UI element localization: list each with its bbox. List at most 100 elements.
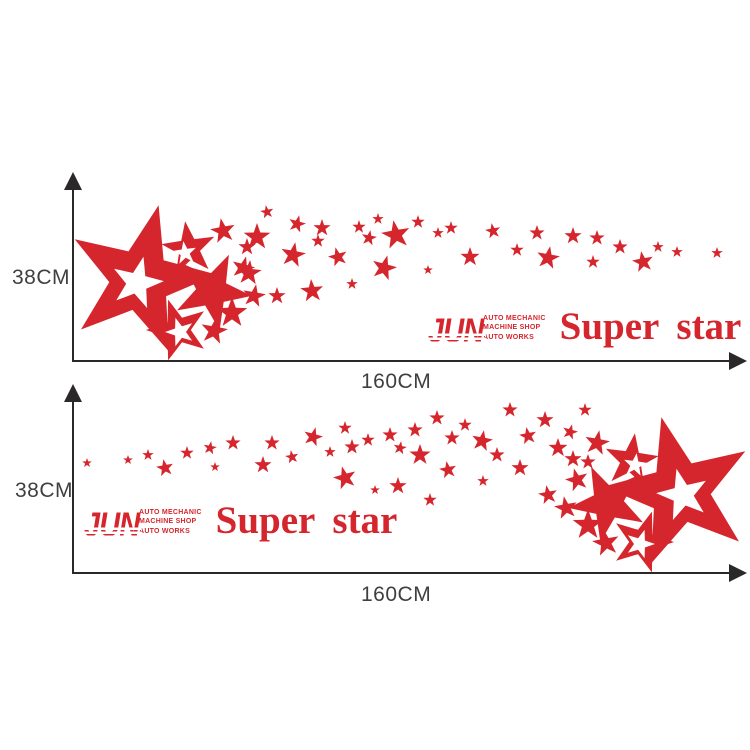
trail-star bbox=[423, 493, 437, 506]
trail-star bbox=[537, 246, 560, 269]
cluster-star bbox=[572, 509, 604, 538]
decal1-width-label: 160CM bbox=[361, 370, 432, 393]
trail-star bbox=[485, 223, 501, 239]
trail-star bbox=[225, 435, 241, 450]
trail-star bbox=[333, 466, 356, 490]
trail-star bbox=[361, 433, 375, 446]
cluster-star bbox=[238, 238, 256, 255]
decal2-logo: JUN AUTO MECHANIC MACHINE SHOP AUTO WORK… bbox=[80, 501, 397, 544]
trail-star bbox=[477, 475, 489, 486]
trail-star bbox=[423, 265, 433, 274]
subline-auto-mechanic: AUTO MECHANIC bbox=[139, 509, 202, 516]
trail-star bbox=[589, 230, 605, 245]
trail-star bbox=[352, 220, 366, 233]
trail-star bbox=[268, 287, 286, 304]
trail-star bbox=[156, 459, 173, 477]
trail-star bbox=[510, 243, 524, 256]
trail-star bbox=[389, 477, 407, 494]
star-cutout bbox=[114, 256, 164, 308]
trail-star bbox=[409, 444, 431, 464]
trail-star bbox=[578, 403, 592, 416]
cluster-star bbox=[585, 430, 610, 455]
decal1-height-label: 38CM bbox=[12, 266, 71, 289]
decal2-width-label: 160CM bbox=[361, 583, 432, 606]
trail-star bbox=[612, 239, 628, 254]
trail-star bbox=[373, 255, 397, 281]
trail-star bbox=[313, 219, 331, 236]
trail-star bbox=[444, 221, 458, 234]
trail-star bbox=[300, 279, 323, 302]
trail-star bbox=[519, 427, 536, 445]
trail-star bbox=[586, 255, 600, 268]
trail-star bbox=[460, 247, 480, 266]
trail-star bbox=[370, 485, 380, 494]
trail-star bbox=[563, 424, 578, 440]
trail-star bbox=[564, 227, 582, 244]
trail-star bbox=[382, 427, 398, 442]
trail-star bbox=[580, 454, 596, 469]
trail-star bbox=[254, 456, 272, 473]
trail-star bbox=[285, 450, 299, 464]
decal1-group bbox=[64, 172, 747, 370]
trail-star bbox=[381, 220, 410, 249]
trail-star bbox=[346, 278, 358, 289]
trail-star bbox=[361, 230, 377, 246]
trail-star bbox=[711, 247, 723, 258]
star-cutout bbox=[627, 529, 655, 559]
cluster-star bbox=[554, 496, 577, 519]
trail-star bbox=[264, 435, 280, 450]
trail-star bbox=[407, 422, 423, 437]
subline-auto-works: AUTO WORKS bbox=[483, 333, 535, 341]
right-arrowhead-icon bbox=[729, 352, 747, 370]
decal2-group bbox=[64, 384, 747, 582]
trail-star bbox=[458, 418, 472, 431]
subline-machine-shop: MACHINE SHOP bbox=[139, 518, 197, 526]
trail-star bbox=[237, 260, 262, 285]
cluster-star bbox=[565, 468, 588, 492]
trail-star bbox=[632, 251, 653, 272]
trail-star bbox=[538, 485, 557, 504]
up-arrowhead-icon bbox=[64, 384, 82, 402]
jun-brand-text: JUN bbox=[80, 506, 142, 544]
trail-star bbox=[289, 215, 306, 233]
cluster-star bbox=[177, 254, 252, 331]
cluster-star bbox=[210, 218, 235, 243]
jun-sublines: AUTO MECHANIC MACHINE SHOP AUTO WORKS bbox=[139, 508, 202, 536]
trail-star bbox=[472, 430, 493, 451]
trail-star bbox=[281, 242, 306, 267]
up-arrowhead-icon bbox=[64, 172, 82, 190]
trail-star bbox=[243, 223, 271, 249]
trail-star bbox=[328, 247, 347, 267]
subline-machine-shop: MACHINE SHOP bbox=[483, 324, 541, 332]
cluster-star bbox=[161, 221, 215, 274]
cluster-star bbox=[201, 317, 228, 344]
trail-star bbox=[652, 241, 664, 252]
subline-auto-mechanic: AUTO MECHANIC bbox=[483, 315, 546, 322]
trail-star bbox=[311, 234, 325, 247]
trail-star bbox=[411, 215, 425, 228]
trail-star bbox=[203, 441, 217, 455]
trail-star bbox=[432, 227, 444, 238]
trail-star bbox=[502, 402, 518, 417]
trail-star bbox=[548, 438, 568, 457]
trail-star bbox=[372, 213, 384, 224]
subline-auto-works: AUTO WORKS bbox=[139, 527, 191, 535]
trail-star bbox=[304, 427, 323, 447]
super-star-text: Super star bbox=[559, 305, 742, 348]
trail-star bbox=[180, 446, 194, 459]
trail-star bbox=[260, 205, 274, 219]
star-cutout bbox=[624, 453, 647, 476]
trail-star bbox=[529, 225, 545, 240]
cluster-star bbox=[592, 529, 619, 556]
star-cutout bbox=[173, 241, 196, 264]
star-cutout bbox=[165, 317, 193, 347]
jun-brand-text: JUN bbox=[424, 312, 486, 350]
trail-star bbox=[393, 441, 407, 455]
trail-star bbox=[82, 458, 92, 467]
cluster-star bbox=[564, 450, 582, 467]
trail-star bbox=[142, 449, 154, 460]
trail-star bbox=[511, 459, 529, 476]
trail-star bbox=[671, 246, 683, 257]
